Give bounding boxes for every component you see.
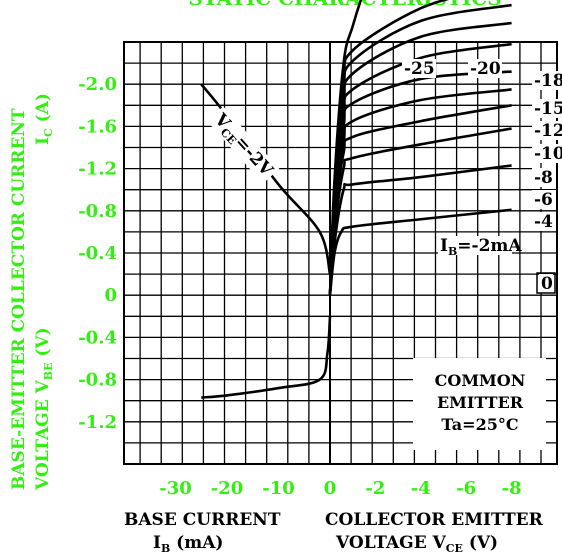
vce-label: VCE=-2V: [206, 106, 280, 184]
curve-label: -10: [534, 144, 562, 164]
ic-label: I: [33, 137, 53, 145]
y-tick-label: -0.4: [78, 327, 117, 348]
bottom-left-label-line1: BASE CURRENT: [124, 510, 281, 530]
curve-label-bg: [532, 99, 562, 118]
curve-labels: 0 IB=-2mA -4-6-8 -10 -12-15 -18 -20 -25: [402, 59, 562, 294]
x-tick-label-ib: -10: [262, 478, 295, 499]
left-axis-label-line2-unit: (V): [33, 327, 53, 362]
curve-label-bg: [438, 236, 512, 255]
y-tick-labels: -2.0 -1.6 -1.2 -0.8 -0.4 0 -0.4 -0.8 -1.2: [78, 74, 117, 433]
curve-label-bg: [539, 274, 553, 293]
y-tick-label: -1.2: [78, 159, 117, 180]
ib-sub: B: [161, 542, 170, 555]
left-axis-label: BASE-EMITTER COLLECTOR CURRENT VOLTAGE V…: [9, 93, 55, 491]
curve-label: -4: [534, 212, 553, 232]
curve-label-bg: [532, 190, 556, 209]
curves: [200, 0, 512, 399]
x-tick-label-vce: -6: [456, 478, 476, 499]
x-tick-label-ib: -30: [159, 478, 192, 499]
curve-label: -20: [470, 59, 501, 79]
y-tick-label: -0.8: [78, 201, 117, 222]
curve-label: -25: [404, 59, 435, 79]
y-tick-label: -2.0: [78, 74, 117, 95]
curve-label-0-box: [536, 272, 556, 294]
curve-label: 0: [541, 274, 553, 294]
left-axis-label-line1: BASE-EMITTER COLLECTOR CURRENT: [9, 108, 29, 490]
curve-vce-vbe: [201, 316, 332, 399]
x-tick-label-vce: -8: [502, 478, 522, 499]
curve-label: -6: [534, 190, 553, 210]
svg-text:IC (A): IC (A): [33, 93, 55, 145]
curve-label-bg: [532, 212, 556, 231]
annotation-box: COMMON EMITTER Ta=25°C: [413, 358, 546, 450]
left-axis-label-line2: VOLTAGE V: [33, 379, 53, 491]
curve-label-bg: [532, 168, 556, 187]
bottom-left-label: BASE CURRENT IB (mA): [124, 510, 281, 555]
x-tick-label-ib: -20: [211, 478, 244, 499]
left-axis-label-line2-sub: BE: [42, 363, 55, 381]
ib-unit: (mA): [170, 533, 223, 553]
chart-title: STATIC CHARACTERISTICS: [188, 0, 501, 10]
bottom-right-label-line1: COLLECTOR EMITTER: [325, 510, 544, 530]
curve-label: -8: [534, 168, 553, 188]
plot-frame: [123, 41, 558, 465]
curve-label-bg: [468, 59, 502, 78]
curve-label: IB=-2mA: [440, 236, 522, 258]
curve-label: -18: [534, 71, 562, 91]
curve-label: -15: [534, 99, 562, 119]
vce-axis-text: VOLTAGE V: [335, 533, 447, 553]
vce-axis-unit: (V): [463, 533, 498, 553]
x-tick-label-vce: -2: [365, 478, 385, 499]
x-tick-labels: -30 -20 -10 0 -2 -4 -6 -8: [159, 478, 521, 499]
curve-label-bg: [402, 59, 436, 78]
annotation-line-2: EMITTER: [437, 393, 524, 412]
annotation-line-1: COMMON: [435, 371, 526, 390]
curve-label-bg: [532, 121, 562, 140]
svg-text:VOLTAGE VCE (V): VOLTAGE VCE (V): [335, 533, 498, 555]
vce-axis-sub: CE: [446, 542, 463, 555]
annotation-line-3: Ta=25°C: [441, 415, 518, 434]
ib-symbol: I: [153, 533, 161, 553]
svg-text:IB (mA): IB (mA): [153, 533, 223, 555]
curve-label: -12: [534, 121, 562, 141]
curve-ib-m25: [328, 0, 363, 296]
ic-label-sub: C: [42, 128, 55, 137]
x-tick-label-vce: -4: [411, 478, 431, 499]
svg-text:VOLTAGE VBE (V): VOLTAGE VBE (V): [33, 327, 55, 491]
y-tick-label: -1.6: [78, 116, 117, 137]
y-tick-label: -0.8: [78, 370, 117, 391]
y-tick-label: -1.2: [78, 412, 117, 433]
curve-label-bg: [532, 144, 562, 163]
bottom-right-label: COLLECTOR EMITTER VOLTAGE VCE (V): [325, 510, 544, 555]
ic-label-unit: (A): [33, 93, 53, 128]
x-tick-label-ib: 0: [324, 478, 337, 499]
y-tick-label: -0.4: [78, 243, 117, 264]
curve-vce-ic: [200, 83, 332, 275]
y-tick-label: 0: [104, 285, 117, 306]
curve-ib-m2: [328, 164, 512, 296]
curve-label-bg: [532, 71, 562, 90]
